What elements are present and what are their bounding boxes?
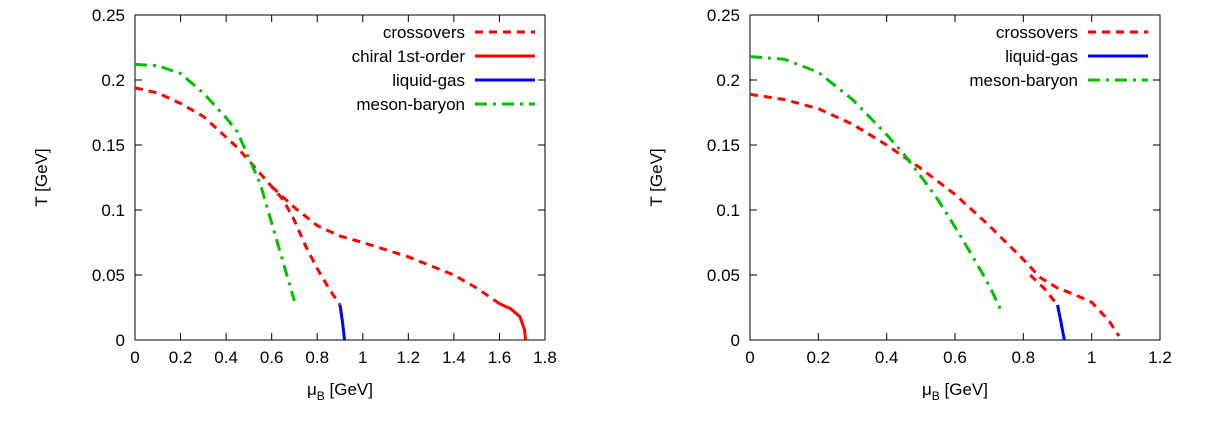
right-phase-diagram: 0 0.2 0.4 0.6 0.8 1 1.2 0 0.05 0.1 0.15 0.2 0.25 T [G… xyxy=(647,6,1172,403)
legend-label: meson-baryon xyxy=(969,71,1078,90)
y-tick-label: 0.15 xyxy=(92,136,125,155)
series-line-crossovers xyxy=(1029,273,1059,306)
x-axis-label: μB [GeV] xyxy=(922,380,988,403)
x-tick-label: 0.8 xyxy=(305,348,329,367)
y-axis-label: T [GeV] xyxy=(647,148,666,206)
legend-label: liquid-gas xyxy=(1005,47,1078,66)
x-tick-label: 0.4 xyxy=(875,348,899,367)
y-tick-label: 0.2 xyxy=(101,71,125,90)
y-tick-label: 0.05 xyxy=(92,266,125,285)
plot-frame xyxy=(134,14,546,341)
x-tick-label: 0.4 xyxy=(214,348,238,367)
x-tick-label: 1.6 xyxy=(488,348,512,367)
x-tick-label: 0 xyxy=(130,348,139,367)
x-tick-label: 0.6 xyxy=(943,348,967,367)
x-tick-label: 0.2 xyxy=(807,348,831,367)
x-tick-label: 1.8 xyxy=(533,348,557,367)
series-line-meson-baryon xyxy=(750,55,1005,315)
x-tick-label: 0.6 xyxy=(260,348,284,367)
x-tick-label: 1.2 xyxy=(397,348,421,367)
y-tick-label: 0.25 xyxy=(92,6,125,25)
y-axis-label: T [GeV] xyxy=(32,148,51,206)
x-tick-label: 1 xyxy=(358,348,367,367)
series-line-liquid-gas xyxy=(1056,304,1066,340)
x-tick-label: 1 xyxy=(1087,348,1096,367)
x-tick-label: 0 xyxy=(745,348,754,367)
left-phase-diagram: 0 0.2 0.4 0.6 0.8 1 1.2 1.4 1.6 1.8 0 0.05 0.1 0.15 0.… xyxy=(32,6,557,403)
legend-label: chiral 1st-order xyxy=(352,47,466,66)
y-tick-label: 0.15 xyxy=(707,136,740,155)
x-tick-label: 1.2 xyxy=(1148,348,1172,367)
y-tick-label: 0.05 xyxy=(707,266,740,285)
series-line-meson-baryon xyxy=(135,62,296,302)
x-tick-label: 0.8 xyxy=(1012,348,1036,367)
y-tick-label: 0.1 xyxy=(101,201,125,220)
x-tick-label: 0.2 xyxy=(169,348,193,367)
y-tick-label: 0.1 xyxy=(716,201,740,220)
y-tick-label: 0 xyxy=(731,331,740,350)
y-tick-label: 0.2 xyxy=(716,71,740,90)
y-tick-label: 0.25 xyxy=(707,6,740,25)
legend-label: liquid-gas xyxy=(392,71,465,90)
legend-label: crossovers xyxy=(383,23,465,42)
series-line-crossovers xyxy=(135,86,342,306)
legend-label: crossovers xyxy=(996,23,1078,42)
plot-frame xyxy=(749,14,1161,341)
x-axis-label: μB [GeV] xyxy=(307,380,373,403)
legend-label: meson-baryon xyxy=(356,95,465,114)
series-line-crossovers xyxy=(750,92,1121,337)
y-tick-label: 0 xyxy=(116,331,125,350)
series-line-chiral-1st-order xyxy=(498,302,528,340)
x-tick-label: 1.4 xyxy=(442,348,466,367)
series-line-liquid-gas xyxy=(338,304,347,340)
